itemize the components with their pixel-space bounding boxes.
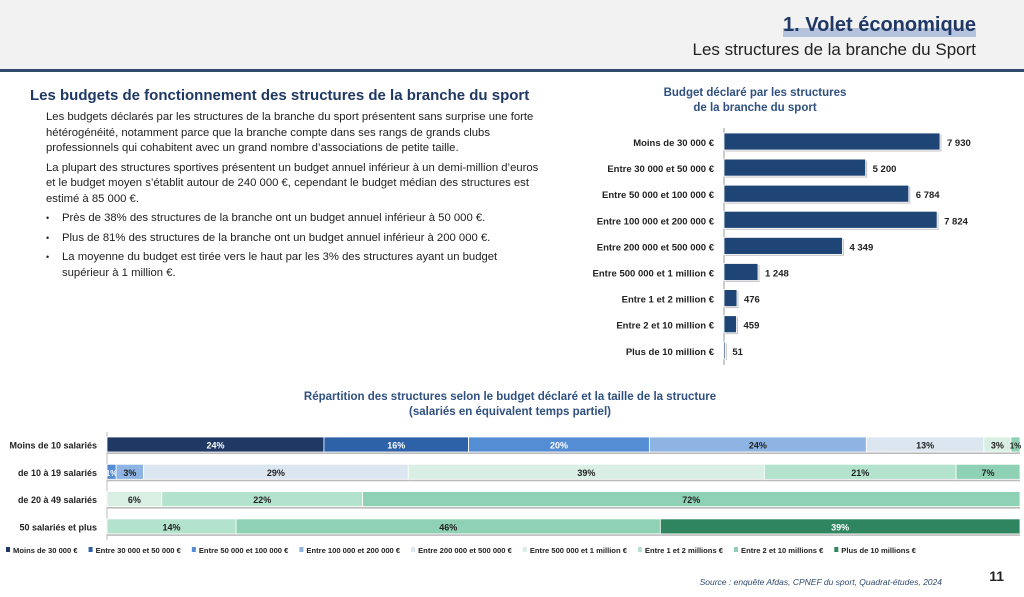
data-label: 1 248 — [765, 269, 789, 280]
category-label: Entre 50 000 et 100 000 € — [602, 190, 715, 201]
header: 1. Volet économique Les structures de la… — [0, 0, 1024, 72]
category-label: Entre 2 et 10 million € — [616, 321, 714, 332]
bullet-item: Près de 38% des structures de la branche… — [46, 211, 546, 227]
source-note: Source : enquête Afdas, CPNEF du sport, … — [699, 577, 942, 587]
bar — [723, 289, 738, 308]
bullet-list: Près de 38% des structures de la branche… — [46, 211, 546, 281]
bullet-item: La moyenne du budget est tirée vers le h… — [46, 250, 546, 281]
category-label: Plus de 10 million € — [626, 347, 715, 358]
header-title: 1. Volet économique — [783, 14, 976, 37]
data-label: 476 — [744, 295, 760, 306]
category-label: Entre 100 000 et 200 000 € — [597, 216, 715, 227]
bar — [723, 263, 759, 281]
category-label: Entre 30 000 et 50 000 € — [607, 164, 714, 175]
bar — [723, 315, 737, 334]
body-text: Les budgets déclarés par les structures … — [46, 110, 546, 285]
bar — [723, 210, 938, 229]
data-label: 7 824 — [944, 216, 968, 227]
paragraph: Les budgets déclarés par les structures … — [46, 111, 534, 154]
data-label: 459 — [744, 321, 760, 332]
data-label: 4 349 — [849, 242, 873, 253]
page-number: 11 — [989, 568, 1004, 584]
bar — [723, 184, 910, 203]
data-label: 7 930 — [947, 138, 971, 149]
section-title: Les budgets de fonctionnement des struct… — [30, 87, 530, 104]
data-label: 51 — [732, 347, 743, 358]
data-label: 5 200 — [873, 164, 897, 175]
budget-chart-title: Budget déclaré par les structures de la b… — [663, 87, 847, 114]
bar — [723, 158, 867, 177]
paragraph: La plupart des structures sportives prés… — [46, 161, 539, 205]
category-label: Entre 200 000 et 500 000 € — [597, 242, 715, 253]
distribution-chart-title: Répartition des structures selon le budg… — [303, 391, 717, 418]
header-subtitle: Les structures de la branche du Sport — [692, 40, 977, 59]
bar — [723, 132, 941, 151]
category-label: Entre 1 et 2 million € — [622, 295, 715, 306]
bar-shadow — [725, 343, 727, 361]
bullet-item: Plus de 81% des structures de la branche… — [46, 231, 546, 247]
bar — [723, 341, 726, 360]
category-label: Moins de 30 000 € — [633, 138, 715, 149]
category-label: Entre 500 000 et 1 million € — [593, 269, 715, 280]
data-label: 6 784 — [916, 190, 940, 201]
bar — [723, 236, 843, 255]
